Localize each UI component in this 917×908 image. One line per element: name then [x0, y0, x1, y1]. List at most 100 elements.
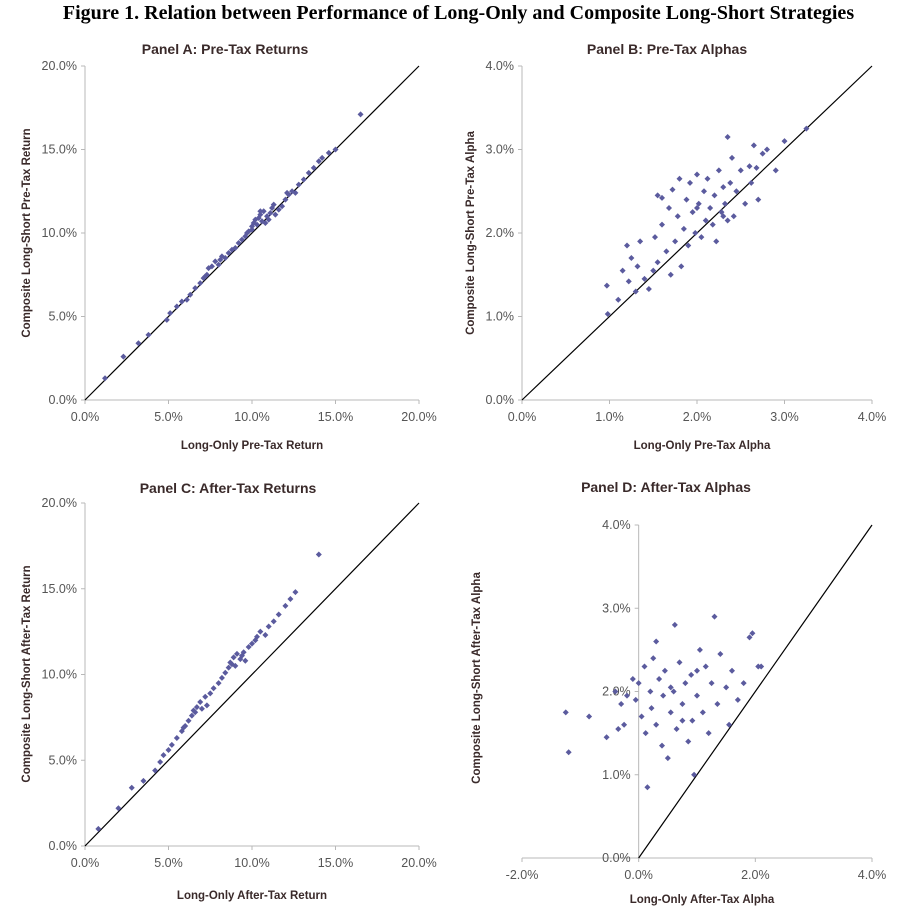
scatter-point — [310, 164, 317, 171]
scatter-point — [254, 221, 261, 228]
y-tick-label: 1.0% — [602, 768, 631, 782]
scatter-point — [215, 261, 222, 268]
scatter-point — [292, 189, 299, 196]
panel-title: Panel D: After-Tax Alphas — [581, 479, 751, 495]
scatter-point — [673, 725, 680, 732]
scatter-point — [708, 680, 715, 687]
scatter-point — [678, 263, 685, 270]
scatter-point — [621, 721, 628, 728]
x-tick-label: 2.0% — [741, 868, 770, 882]
x-tick-label: 15.0% — [318, 856, 353, 870]
scatter-point — [612, 688, 619, 695]
scatter-point — [586, 713, 593, 720]
scatter-point — [624, 242, 630, 249]
scatter-point — [257, 208, 264, 215]
scatter-point — [723, 684, 730, 691]
scatter-point — [661, 667, 668, 674]
scatter-point — [249, 640, 255, 647]
scatter-point — [95, 825, 102, 832]
scatter-point — [157, 758, 164, 765]
scatter-point — [748, 179, 755, 186]
reference-line — [638, 524, 873, 859]
scatter-point — [102, 375, 109, 382]
scatter-point — [629, 676, 636, 683]
scatter-point — [167, 310, 174, 317]
scatter-point — [667, 684, 674, 691]
x-tick-label: 4.0% — [858, 410, 887, 424]
scatter-point — [727, 179, 734, 186]
scatter-point — [632, 288, 639, 295]
scatter-point — [687, 179, 693, 186]
scatter-point — [638, 713, 645, 720]
x-tick-label: 0.0% — [71, 410, 100, 424]
scatter-point — [669, 186, 676, 193]
scatter-point — [749, 630, 756, 637]
y-tick-label: 1.0% — [486, 310, 515, 324]
x-tick-label: 3.0% — [770, 410, 799, 424]
scatter-point — [660, 692, 667, 699]
x-axis-label: Long-Only After-Tax Return — [177, 890, 327, 902]
x-tick-label: 5.0% — [154, 410, 183, 424]
y-tick-label: 5.0% — [49, 753, 78, 767]
scatter-point — [128, 784, 135, 791]
scatter-point — [292, 589, 299, 596]
scatter-point — [654, 192, 661, 199]
scatter-point — [711, 192, 718, 199]
scatter-point — [740, 680, 747, 687]
panel-d: Panel D: After-Tax Alphas -2.0% 0.0% 2.0% 4.… — [471, 479, 886, 906]
x-tick-label: 20.0% — [401, 856, 436, 870]
scatter-point — [315, 551, 322, 558]
scatter-point — [242, 657, 249, 664]
scatter-point — [659, 742, 665, 749]
y-tick-label: 20.0% — [42, 59, 77, 73]
panel-title: Panel B: Pre-Tax Alphas — [587, 41, 747, 57]
scatter-point — [680, 225, 687, 232]
scatter-point — [666, 204, 672, 211]
scatter-point — [230, 654, 237, 661]
scatter-point — [225, 664, 232, 671]
x-tick-label: 10.0% — [234, 410, 269, 424]
scatter-point — [734, 696, 741, 703]
panel-title: Panel C: After-Tax Returns — [140, 480, 317, 496]
scatter-point — [282, 196, 289, 203]
scatter-point — [305, 169, 312, 176]
x-tick-label: 10.0% — [234, 856, 269, 870]
scatter-point — [319, 154, 326, 161]
scatter-point — [215, 680, 222, 687]
scatter-point — [702, 663, 709, 670]
y-tick-label: 10.0% — [42, 226, 77, 240]
scatter-point — [235, 240, 242, 247]
scatter-point — [685, 738, 692, 745]
scatter-point — [694, 171, 700, 178]
scatter-point — [238, 652, 245, 659]
x-tick-label: 0.0% — [508, 410, 537, 424]
scatter-point — [746, 163, 753, 170]
scatter-point — [260, 208, 267, 215]
reference-line — [84, 502, 420, 847]
scatter-point — [152, 767, 159, 774]
scatter-point — [720, 184, 727, 191]
scatter-point — [252, 637, 259, 644]
scatter-point — [625, 278, 632, 285]
scatter-point — [140, 777, 147, 784]
scatter-point — [222, 255, 229, 262]
scatter-point — [262, 219, 269, 226]
scatter-point — [272, 211, 279, 218]
y-tick-label: 3.0% — [486, 143, 515, 157]
y-axis-label: Composite Long-Short Pre-Tax Return — [21, 128, 33, 337]
scatter-point — [275, 611, 282, 618]
reference-line — [84, 65, 420, 401]
y-tick-label: 2.0% — [486, 226, 515, 240]
scatter-point — [135, 340, 142, 347]
scatter-point — [207, 690, 214, 697]
scatter-point — [682, 680, 689, 687]
scatter-point — [659, 194, 665, 201]
scatter-point — [332, 146, 339, 153]
scatter-point — [671, 621, 678, 628]
scatter-point — [742, 200, 749, 207]
scatter-point — [689, 717, 696, 724]
scatter-point — [679, 700, 686, 707]
x-tick-label: 15.0% — [318, 410, 353, 424]
scatter-point — [737, 167, 744, 174]
scatter-point — [618, 700, 625, 707]
